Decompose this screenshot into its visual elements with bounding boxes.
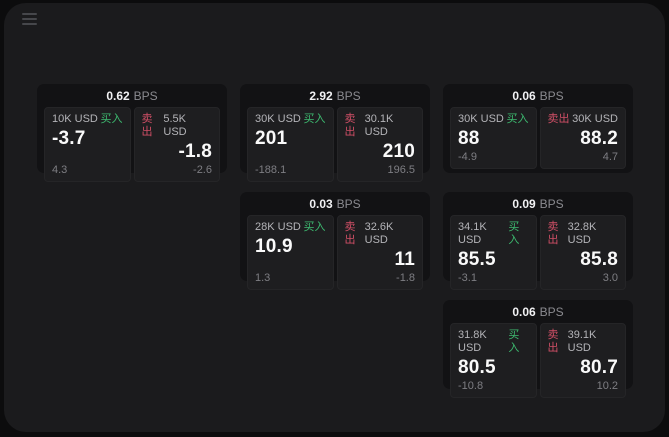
buy-amount: 34.1K USD	[458, 221, 487, 246]
quote-card: 0.62 BPS 10K USD 买入 -3.7 4.3 卖出 5.5K USD	[37, 84, 227, 182]
sell-secondary: -2.6	[193, 164, 212, 176]
buy-price: 88	[458, 128, 480, 149]
quote-card: 0.09 BPS 34.1K USD 买入 85.5 -3.1 卖出 32.8K …	[443, 192, 633, 290]
sell-tag: 卖出	[141, 113, 153, 138]
buy-tag: 买入	[506, 113, 529, 125]
buy-price: 80.5	[458, 357, 496, 378]
buy-amount: 30K USD	[458, 113, 504, 125]
sell-price: 85.8	[580, 249, 618, 270]
buy-amount: 10K USD	[52, 113, 98, 125]
sell-tag: 卖出	[547, 113, 570, 125]
sell-secondary: 3.0	[602, 272, 618, 284]
buy-panel[interactable]: 28K USD 买入 10.9 1.3	[247, 215, 334, 290]
bps-header: 0.09 BPS	[450, 192, 626, 215]
sell-price: 210	[382, 141, 415, 162]
sell-tag: 卖出	[547, 221, 559, 246]
buy-price: 10.9	[255, 236, 293, 257]
buy-price: 201	[255, 128, 288, 149]
sell-panel[interactable]: 卖出 32.8K USD 85.8 3.0	[539, 215, 626, 290]
quote-card: 0.06 BPS 30K USD 买入 88 -4.9 卖出 30K USD	[443, 84, 633, 173]
quote-card: 0.03 BPS 28K USD 买入 10.9 1.3 卖出 32.6K USD	[240, 192, 430, 290]
sell-panel[interactable]: 卖出 30K USD 88.2 4.7	[539, 107, 626, 169]
sell-price: -1.8	[178, 141, 212, 162]
card-body: 10K USD 买入 -3.7 4.3 卖出 5.5K USD -1.8 -2.…	[44, 107, 220, 182]
sell-amount: 39.1K USD	[567, 329, 597, 354]
buy-amount: 28K USD	[255, 221, 301, 233]
card-body: 30K USD 买入 201 -188.1 卖出 30.1K USD 210 1…	[247, 107, 423, 182]
sell-price: 80.7	[580, 357, 618, 378]
app-window: 0.62 BPS 10K USD 买入 -3.7 4.3 卖出 5.5K USD	[4, 3, 665, 432]
bps-suffix-label: BPS	[336, 197, 361, 211]
buy-secondary: 1.3	[255, 272, 271, 284]
buy-secondary: -10.8	[458, 380, 484, 392]
sell-amount: 32.6K USD	[364, 221, 394, 246]
card-body: 30K USD 买入 88 -4.9 卖出 30K USD 88.2 4.7	[450, 107, 626, 169]
buy-price: -3.7	[52, 128, 86, 149]
sell-price: 88.2	[580, 128, 618, 149]
card-body: 28K USD 买入 10.9 1.3 卖出 32.6K USD 11 -1.8	[247, 215, 423, 290]
hamburger-menu-icon[interactable]	[22, 13, 37, 25]
bps-header: 2.92 BPS	[247, 84, 423, 107]
buy-tag: 买入	[508, 329, 520, 354]
bps-suffix-label: BPS	[336, 89, 361, 103]
sell-secondary: -1.8	[396, 272, 415, 284]
buy-secondary: -4.9	[458, 151, 477, 163]
bps-suffix-label: BPS	[539, 89, 564, 103]
buy-panel[interactable]: 30K USD 买入 88 -4.9	[450, 107, 537, 169]
card-body: 34.1K USD 买入 85.5 -3.1 卖出 32.8K USD 85.8…	[450, 215, 626, 290]
quote-card: 2.92 BPS 30K USD 买入 201 -188.1 卖出 30.1K U…	[240, 84, 430, 182]
bps-suffix-label: BPS	[133, 89, 158, 103]
bps-suffix-label: BPS	[539, 197, 564, 211]
buy-secondary: -188.1	[255, 164, 287, 176]
buy-amount: 30K USD	[255, 113, 301, 125]
sell-secondary: 4.7	[602, 151, 618, 163]
bps-value: 0.03	[309, 197, 333, 211]
sell-tag: 卖出	[344, 113, 356, 138]
buy-tag: 买入	[303, 113, 326, 125]
bps-header: 0.06 BPS	[450, 84, 626, 107]
buy-panel[interactable]: 31.8K USD 买入 80.5 -10.8	[450, 323, 537, 398]
bps-value: 0.06	[512, 305, 536, 319]
card-body: 31.8K USD 买入 80.5 -10.8 卖出 39.1K USD 80.…	[450, 323, 626, 398]
sell-panel[interactable]: 卖出 30.1K USD 210 196.5	[336, 107, 423, 182]
buy-secondary: -3.1	[458, 272, 477, 284]
bps-header: 0.62 BPS	[44, 84, 220, 107]
sell-panel[interactable]: 卖出 5.5K USD -1.8 -2.6	[133, 107, 220, 182]
bps-value: 2.92	[309, 89, 333, 103]
sell-price: 11	[394, 249, 415, 270]
quote-card: 0.06 BPS 31.8K USD 买入 80.5 -10.8 卖出 39.1K…	[443, 300, 633, 398]
buy-secondary: 4.3	[52, 164, 68, 176]
buy-tag: 买入	[100, 113, 123, 125]
quote-cards-grid: 0.62 BPS 10K USD 买入 -3.7 4.3 卖出 5.5K USD	[37, 84, 633, 398]
bps-value: 0.09	[512, 197, 536, 211]
sell-amount: 32.8K USD	[567, 221, 597, 246]
buy-panel[interactable]: 10K USD 买入 -3.7 4.3	[44, 107, 131, 182]
sell-tag: 卖出	[547, 329, 559, 354]
sell-amount: 30K USD	[572, 113, 618, 125]
sell-panel[interactable]: 卖出 32.6K USD 11 -1.8	[336, 215, 423, 290]
bps-suffix-label: BPS	[539, 305, 564, 319]
buy-price: 85.5	[458, 249, 496, 270]
sell-amount: 5.5K USD	[163, 113, 187, 138]
buy-amount: 31.8K USD	[458, 329, 487, 354]
buy-tag: 买入	[508, 221, 520, 246]
sell-amount: 30.1K USD	[364, 113, 394, 138]
bps-value: 0.06	[512, 89, 536, 103]
buy-tag: 买入	[303, 221, 326, 233]
sell-panel[interactable]: 卖出 39.1K USD 80.7 10.2	[539, 323, 626, 398]
buy-panel[interactable]: 34.1K USD 买入 85.5 -3.1	[450, 215, 537, 290]
bps-value: 0.62	[106, 89, 130, 103]
bps-header: 0.06 BPS	[450, 300, 626, 323]
sell-tag: 卖出	[344, 221, 356, 246]
bps-header: 0.03 BPS	[247, 192, 423, 215]
sell-secondary: 196.5	[387, 164, 415, 176]
sell-secondary: 10.2	[596, 380, 618, 392]
buy-panel[interactable]: 30K USD 买入 201 -188.1	[247, 107, 334, 182]
